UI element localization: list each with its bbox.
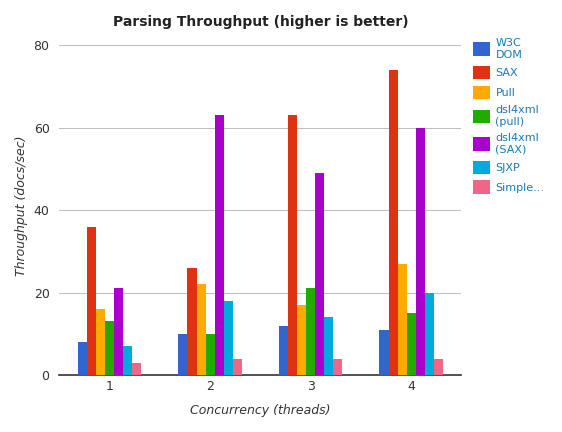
Bar — [233, 359, 242, 375]
Bar — [315, 173, 324, 375]
Bar — [123, 346, 132, 375]
Bar — [416, 128, 425, 375]
Bar — [379, 330, 388, 375]
Bar — [425, 292, 434, 375]
Bar — [188, 268, 197, 375]
Bar — [206, 334, 215, 375]
Bar — [324, 318, 333, 375]
Bar — [297, 305, 306, 375]
Bar — [224, 301, 233, 375]
Bar — [87, 227, 96, 375]
Bar — [96, 309, 105, 375]
Bar — [105, 321, 114, 375]
Bar — [78, 342, 87, 375]
Bar — [333, 359, 342, 375]
X-axis label: Concurrency (threads): Concurrency (threads) — [190, 404, 330, 417]
Y-axis label: Throughput (docs/sec): Throughput (docs/sec) — [15, 136, 28, 276]
Bar — [434, 359, 443, 375]
Bar — [279, 326, 288, 375]
Bar — [215, 115, 224, 375]
Bar — [306, 289, 315, 375]
Bar — [178, 334, 188, 375]
Bar — [407, 313, 416, 375]
Legend: W3C
DOM, SAX, Pull, dsl4xml
(pull), dsl4xml
(SAX), SJXP, Simple...: W3C DOM, SAX, Pull, dsl4xml (pull), dsl4… — [471, 36, 547, 196]
Bar — [288, 115, 297, 375]
Bar — [132, 363, 141, 375]
Title: Parsing Throughput (higher is better): Parsing Throughput (higher is better) — [112, 15, 408, 29]
Bar — [114, 289, 123, 375]
Bar — [397, 264, 407, 375]
Bar — [197, 284, 206, 375]
Bar — [388, 70, 397, 375]
